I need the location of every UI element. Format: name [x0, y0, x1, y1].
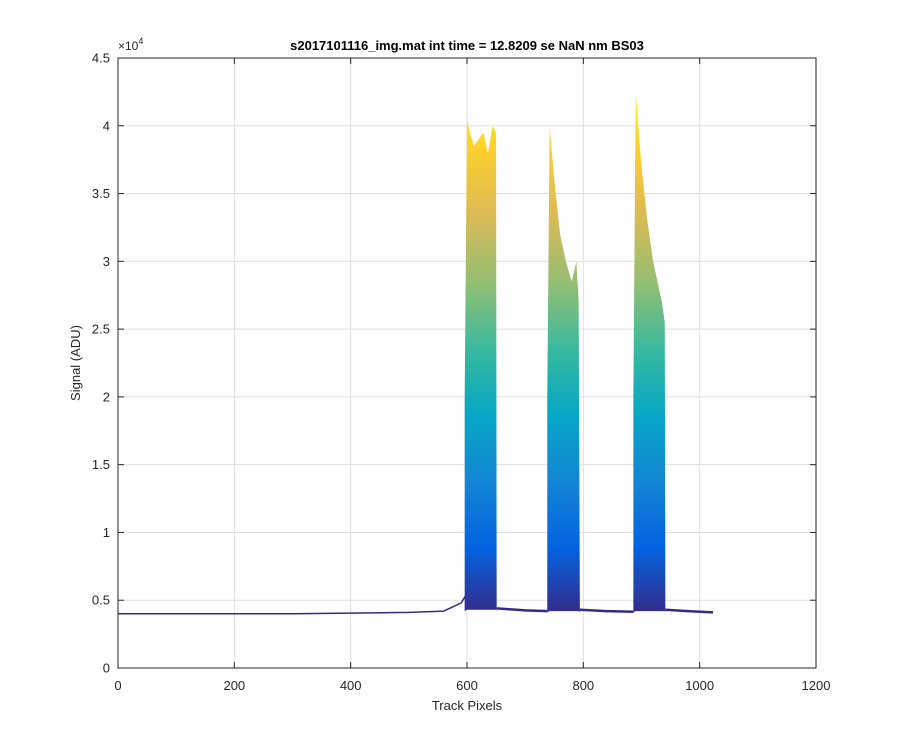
x-tick-label: 200 — [223, 678, 245, 693]
x-tick-label: 1200 — [802, 678, 831, 693]
peak-band — [547, 125, 580, 613]
x-tick-labels: 0 200 400 600 800 1000 1200 — [114, 678, 830, 693]
baseline-trace — [118, 593, 468, 615]
y-tick-label: 1.5 — [92, 457, 110, 472]
peak-band — [464, 119, 497, 612]
y-tick-label: 4.5 — [92, 51, 110, 66]
series — [118, 91, 714, 615]
y-exponent-base: ×10 — [118, 39, 139, 53]
y-tick-label: 2 — [103, 389, 110, 404]
chart-title: s2017101116_img.mat int time = 12.8209 s… — [290, 38, 644, 53]
y-tick-labels: 0 0.5 1 1.5 2 2.5 3 3.5 4 4.5 — [92, 51, 110, 676]
y-tick-label: 1 — [103, 525, 110, 540]
y-exponent-power: 4 — [138, 36, 143, 46]
x-tick-label: 400 — [340, 678, 362, 693]
x-tick-label: 0 — [114, 678, 121, 693]
gap-trace — [579, 608, 634, 613]
y-tick-label: 3.5 — [92, 186, 110, 201]
y-axis-label: Signal (ADU) — [68, 325, 83, 401]
ticks — [117, 57, 817, 669]
y-exponent: ×104 — [118, 36, 143, 53]
peak-band — [633, 91, 666, 613]
x-tick-label: 1000 — [685, 678, 714, 693]
gap-trace — [496, 607, 548, 613]
x-tick-label: 800 — [572, 678, 594, 693]
y-tick-label: 0.5 — [92, 593, 110, 608]
x-axis-label: Track Pixels — [432, 698, 503, 713]
gap-trace — [665, 608, 714, 614]
y-tick-label: 2.5 — [92, 322, 110, 337]
x-tick-label: 600 — [456, 678, 478, 693]
y-tick-label: 3 — [103, 254, 110, 269]
y-tick-label: 4 — [103, 118, 110, 133]
y-tick-label: 0 — [103, 661, 110, 676]
